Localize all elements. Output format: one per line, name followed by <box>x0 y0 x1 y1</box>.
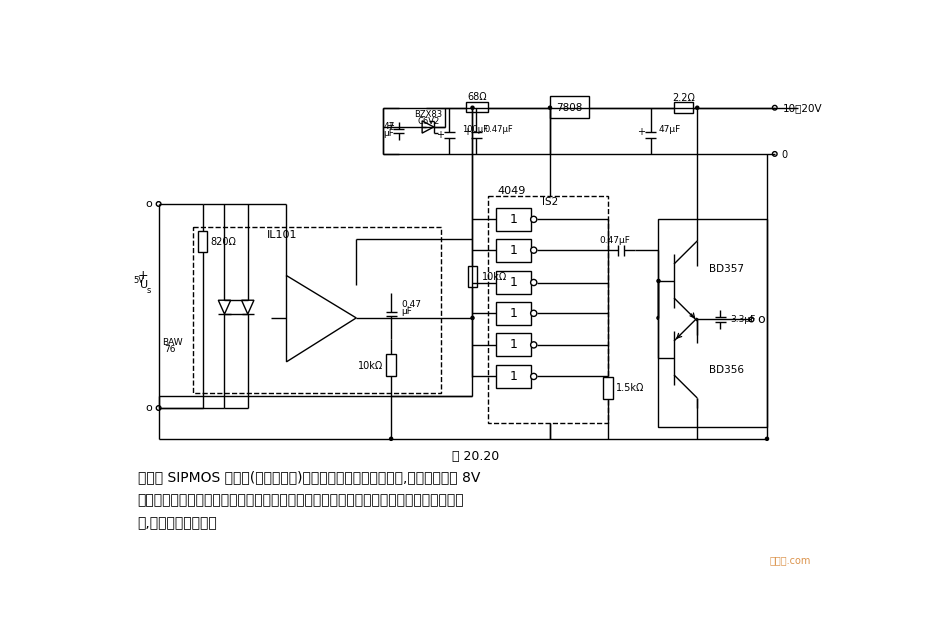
Text: 1: 1 <box>509 213 516 226</box>
Text: IL101: IL101 <box>267 229 298 240</box>
Circle shape <box>530 216 536 222</box>
Circle shape <box>389 437 392 440</box>
Bar <box>495 208 530 231</box>
Bar <box>658 219 767 428</box>
Bar <box>495 365 530 388</box>
Text: 稳压供电的推挽电路。推挽电路晶体管由六个并联反相器控制。为了与输入电路的电位隔: 稳压供电的推挽电路。推挽电路晶体管由六个并联反相器控制。为了与输入电路的电位隔 <box>137 494 464 508</box>
Text: µF: µF <box>383 129 394 138</box>
Text: 0: 0 <box>781 150 786 160</box>
Text: 100µF: 100µF <box>461 125 487 134</box>
Bar <box>495 333 530 356</box>
Text: 0.47µF: 0.47µF <box>484 125 513 134</box>
Bar <box>465 101 488 112</box>
Circle shape <box>530 373 536 379</box>
Bar <box>194 227 441 393</box>
Circle shape <box>470 106 474 109</box>
Text: +: + <box>436 129 443 140</box>
Bar <box>550 96 588 118</box>
Circle shape <box>530 279 536 286</box>
Bar <box>386 354 395 376</box>
Text: 10kΩ: 10kΩ <box>358 361 383 370</box>
Text: 76: 76 <box>164 345 175 354</box>
Circle shape <box>771 152 776 156</box>
Circle shape <box>530 247 536 253</box>
Text: 4049: 4049 <box>497 186 525 196</box>
Circle shape <box>748 317 753 322</box>
Circle shape <box>156 202 160 206</box>
Circle shape <box>530 310 536 317</box>
Bar <box>495 271 530 294</box>
Bar <box>495 238 530 262</box>
Text: 为了使 SIPMOS 晶体管(图中未示出)导通时有所要求的上升速度,这里采用了由 8V: 为了使 SIPMOS 晶体管(图中未示出)导通时有所要求的上升速度,这里采用了由… <box>137 470 479 485</box>
Text: 接线图.com: 接线图.com <box>768 556 810 565</box>
Circle shape <box>695 106 698 109</box>
Text: +: + <box>137 269 147 282</box>
Text: 7808: 7808 <box>555 103 582 113</box>
Text: 3.3µF: 3.3µF <box>729 315 755 324</box>
Bar <box>495 302 530 325</box>
Text: 0.47µF: 0.47µF <box>598 237 629 246</box>
Text: o: o <box>146 403 152 413</box>
Circle shape <box>470 317 474 319</box>
Text: 47: 47 <box>383 122 394 131</box>
Circle shape <box>530 342 536 348</box>
Bar <box>488 196 607 424</box>
Text: IS2: IS2 <box>541 197 557 206</box>
Text: 1: 1 <box>509 338 516 351</box>
Text: +: + <box>637 128 645 137</box>
Text: BZX83: BZX83 <box>413 110 442 119</box>
Text: 2.2Ω: 2.2Ω <box>671 93 694 103</box>
Bar <box>467 265 476 287</box>
Circle shape <box>656 317 659 319</box>
Text: o: o <box>756 313 765 326</box>
Text: 10～20V: 10～20V <box>781 103 821 113</box>
Text: 图 20.20: 图 20.20 <box>451 450 499 463</box>
Text: o: o <box>146 199 152 209</box>
Bar <box>673 103 692 113</box>
Text: +: + <box>463 128 471 137</box>
Text: BD357: BD357 <box>708 265 743 274</box>
Text: 68Ω: 68Ω <box>467 92 487 102</box>
Text: 离,采用了光耦元件。: 离,采用了光耦元件。 <box>137 517 217 531</box>
Circle shape <box>765 437 768 440</box>
Text: BAW: BAW <box>162 338 183 347</box>
Text: 1: 1 <box>509 244 516 256</box>
Text: 5V: 5V <box>133 276 145 285</box>
Text: 1: 1 <box>509 307 516 320</box>
Text: 47µF: 47µF <box>658 125 680 134</box>
Circle shape <box>156 406 160 410</box>
Text: µF: µF <box>400 307 412 316</box>
Bar <box>603 377 612 399</box>
Text: U: U <box>139 280 147 290</box>
Text: +: + <box>386 121 394 131</box>
Text: 1: 1 <box>509 276 516 289</box>
Text: s: s <box>146 287 151 296</box>
Text: C6V2: C6V2 <box>417 117 439 126</box>
Text: 10kΩ: 10kΩ <box>481 272 506 282</box>
Circle shape <box>771 105 776 110</box>
Text: 0.47: 0.47 <box>400 299 421 308</box>
Text: 1: 1 <box>509 370 516 383</box>
Circle shape <box>548 106 551 109</box>
Circle shape <box>656 279 659 283</box>
Text: 820Ω: 820Ω <box>210 237 236 247</box>
Text: 1.5kΩ: 1.5kΩ <box>616 383 643 393</box>
Bar <box>198 231 208 253</box>
Text: BD356: BD356 <box>708 365 743 374</box>
